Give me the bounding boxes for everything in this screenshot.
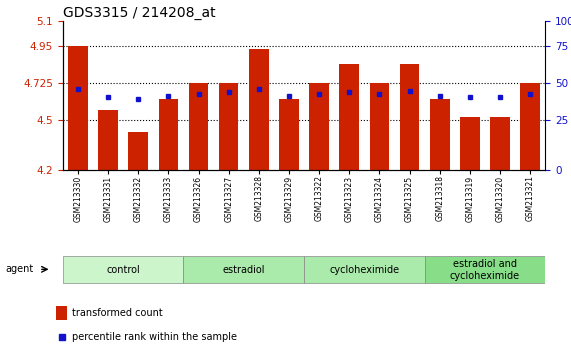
FancyBboxPatch shape bbox=[63, 256, 183, 284]
Bar bbox=[520, 83, 540, 170]
Bar bbox=[219, 83, 239, 170]
Bar bbox=[309, 83, 329, 170]
Bar bbox=[57, 306, 67, 320]
Text: estradiol and
cycloheximide: estradiol and cycloheximide bbox=[450, 259, 520, 281]
Bar bbox=[68, 46, 88, 170]
Bar bbox=[490, 117, 510, 170]
Bar bbox=[188, 83, 208, 170]
FancyBboxPatch shape bbox=[304, 256, 425, 284]
Bar bbox=[159, 99, 178, 170]
Bar bbox=[369, 83, 389, 170]
Text: percentile rank within the sample: percentile rank within the sample bbox=[73, 332, 238, 342]
Text: control: control bbox=[106, 265, 140, 275]
Bar bbox=[98, 110, 118, 170]
Text: GDS3315 / 214208_at: GDS3315 / 214208_at bbox=[63, 6, 215, 20]
FancyBboxPatch shape bbox=[425, 256, 545, 284]
Text: estradiol: estradiol bbox=[223, 265, 265, 275]
Text: cycloheximide: cycloheximide bbox=[329, 265, 400, 275]
Bar bbox=[340, 64, 359, 170]
Bar bbox=[400, 64, 420, 170]
FancyBboxPatch shape bbox=[183, 256, 304, 284]
Bar bbox=[249, 49, 268, 170]
Text: agent: agent bbox=[5, 264, 33, 274]
Bar bbox=[460, 117, 480, 170]
Bar bbox=[279, 99, 299, 170]
Bar bbox=[430, 99, 449, 170]
Bar bbox=[128, 132, 148, 170]
Text: transformed count: transformed count bbox=[73, 308, 163, 318]
